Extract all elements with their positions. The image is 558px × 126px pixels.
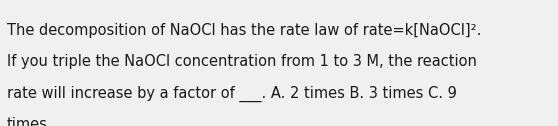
Text: The decomposition of NaOCl has the rate law of rate=k[NaOCl]².: The decomposition of NaOCl has the rate … <box>7 23 481 38</box>
Text: If you triple the NaOCl concentration from 1 to 3 M, the reaction: If you triple the NaOCl concentration fr… <box>7 54 477 69</box>
Text: times: times <box>7 117 47 126</box>
Text: rate will increase by a factor of ___. A. 2 times B. 3 times C. 9: rate will increase by a factor of ___. A… <box>7 86 456 102</box>
